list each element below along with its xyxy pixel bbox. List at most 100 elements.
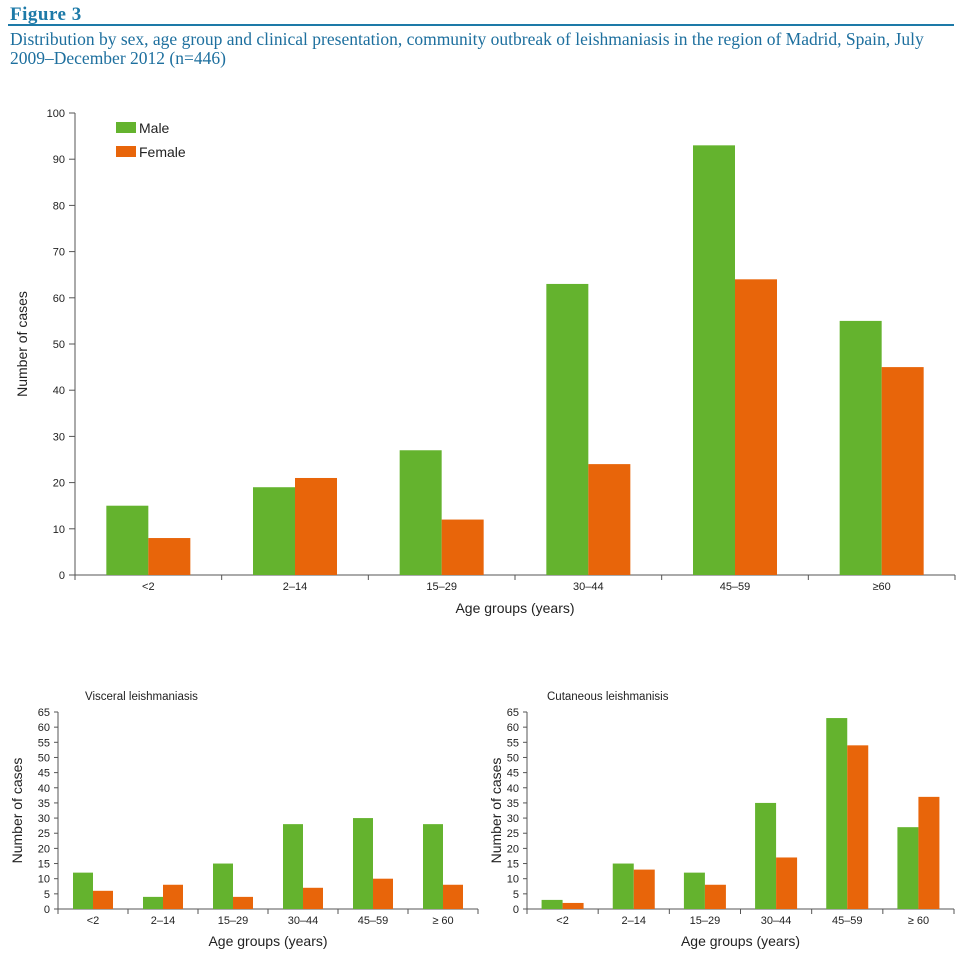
main-x-tick-label: 30–44 [573, 581, 604, 593]
cutaneous-bar-female [776, 857, 798, 909]
cutaneous-y-tick-label: 10 [507, 874, 519, 886]
main-x-tick-label: 15–29 [426, 581, 457, 593]
main-bar-male [399, 450, 442, 575]
main-y-tick-label: 10 [53, 524, 65, 536]
legend-label-female: Female [139, 144, 186, 160]
main-x-axis-label: Age groups (years) [455, 600, 574, 616]
cutaneous-x-tick-label: ≥ 60 [908, 915, 929, 927]
cutaneous-y-tick-label: 50 [507, 752, 519, 764]
main-y-tick-label: 100 [47, 108, 65, 120]
cutaneous-y-tick-label: 60 [507, 722, 519, 734]
visceral-x-tick-label: 30–44 [288, 915, 319, 927]
visceral-bar-female [233, 896, 253, 909]
visceral-x-tick-label: ≥ 60 [432, 915, 453, 927]
main-x-tick-label: 45–59 [720, 581, 751, 593]
visceral-bar-male [73, 872, 93, 909]
visceral-y-tick-label: 55 [38, 737, 50, 749]
cutaneous-x-tick-label: 2–14 [622, 915, 646, 927]
visceral-y-tick-label: 65 [38, 707, 50, 719]
cutaneous-bar-female [847, 745, 869, 909]
cutaneous-y-tick-label: 20 [507, 843, 519, 855]
visceral-y-tick-label: 50 [38, 752, 50, 764]
visceral-bar-female [93, 890, 113, 909]
visceral-y-tick-label: 5 [44, 889, 50, 901]
main-bar-male [839, 320, 882, 575]
main-y-tick-label: 60 [53, 293, 65, 305]
visceral-bar-female [303, 887, 323, 909]
cutaneous-y-tick-label: 0 [513, 904, 519, 916]
cutaneous-bar-male [612, 863, 634, 909]
cutaneous-bar-male [683, 872, 705, 909]
main-bar-male [253, 487, 295, 575]
visceral-bar-female [373, 878, 393, 909]
visceral-y-tick-label: 60 [38, 722, 50, 734]
cutaneous-y-tick-label: 15 [507, 859, 519, 871]
cutaneous-x-axis-label: Age groups (years) [681, 933, 800, 949]
cutaneous-y-tick-label: 25 [507, 828, 519, 840]
main-bar-female [295, 477, 337, 575]
main-x-tick-label: <2 [142, 581, 155, 593]
main-x-tick-label: ≥60 [873, 581, 891, 593]
visceral-x-tick-label: 2–14 [151, 915, 175, 927]
main-bar-female [881, 367, 924, 575]
main-bar-male [106, 505, 149, 575]
main-x-tick-label: 2–14 [283, 581, 307, 593]
main-bar-male [693, 145, 735, 575]
figure-label: Figure 3 [10, 4, 82, 25]
cutaneous-bar-male [541, 899, 563, 909]
visceral-bar-female [163, 884, 183, 909]
visceral-x-tick-label: 15–29 [218, 915, 249, 927]
cutaneous-bar-female [562, 902, 584, 909]
legend-label-male: Male [139, 120, 170, 136]
visceral-y-tick-label: 45 [38, 768, 50, 780]
visceral-y-axis-label: Number of cases [9, 758, 25, 864]
visceral-bar-female [443, 884, 463, 909]
visceral-x-tick-label: 45–59 [358, 915, 389, 927]
main-y-tick-label: 50 [53, 339, 65, 351]
visceral-y-tick-label: 40 [38, 783, 50, 795]
main-y-tick-label: 90 [53, 154, 65, 166]
figure-rule [8, 24, 954, 26]
visceral-y-tick-label: 25 [38, 828, 50, 840]
main-y-axis-label: Number of cases [14, 291, 30, 397]
visceral-x-axis-label: Age groups (years) [208, 933, 327, 949]
visceral-y-tick-label: 35 [38, 798, 50, 810]
main-y-tick-label: 0 [59, 570, 65, 582]
cutaneous-chart-title: Cutaneous leishmanisis [547, 691, 669, 703]
cutaneous-y-tick-label: 35 [507, 798, 519, 810]
figure-caption: Distribution by sex, age group and clini… [10, 29, 924, 68]
main-y-tick-label: 70 [53, 247, 65, 259]
cutaneous-bar-male [755, 802, 777, 909]
cutaneous-x-tick-label: 15–29 [690, 915, 721, 927]
cutaneous-y-tick-label: 65 [507, 707, 519, 719]
visceral-chart-title: Visceral leishmaniasis [85, 691, 198, 703]
main-bar-female [588, 464, 631, 575]
main-y-tick-label: 20 [53, 478, 65, 490]
visceral-bar-male [353, 818, 373, 909]
cutaneous-y-axis-label: Number of cases [488, 758, 504, 864]
cutaneous-y-tick-label: 5 [513, 889, 519, 901]
cutaneous-x-tick-label: 45–59 [832, 915, 863, 927]
cutaneous-bar-female [918, 796, 940, 909]
legend-swatch-female [116, 146, 136, 157]
cutaneous-y-tick-label: 40 [507, 783, 519, 795]
visceral-bar-male [283, 824, 303, 909]
visceral-y-tick-label: 30 [38, 813, 50, 825]
main-bar-female [441, 519, 484, 575]
cutaneous-bar-male [826, 718, 848, 909]
main-y-tick-label: 30 [53, 431, 65, 443]
cutaneous-bar-female [633, 869, 655, 909]
cutaneous-bar-male [897, 827, 919, 909]
cutaneous-y-tick-label: 30 [507, 813, 519, 825]
visceral-y-tick-label: 20 [38, 843, 50, 855]
main-bar-male [546, 283, 589, 575]
cutaneous-bar-female [704, 884, 726, 909]
visceral-bar-male [143, 896, 163, 909]
cutaneous-x-tick-label: <2 [556, 915, 569, 927]
main-y-tick-label: 80 [53, 200, 65, 212]
cutaneous-x-tick-label: 30–44 [761, 915, 792, 927]
cutaneous-y-tick-label: 55 [507, 737, 519, 749]
visceral-y-tick-label: 15 [38, 859, 50, 871]
visceral-x-tick-label: <2 [87, 915, 100, 927]
